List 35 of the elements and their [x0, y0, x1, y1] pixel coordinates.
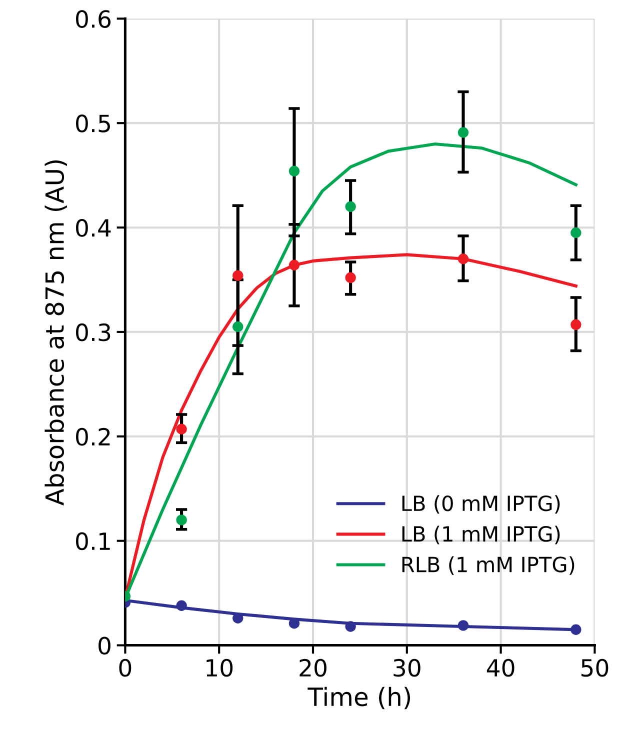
point — [288, 166, 300, 176]
y-tick-label: 0.1 — [76, 532, 110, 550]
x-tick-label: 40 — [486, 658, 514, 677]
x-tick-label: 50 — [582, 658, 608, 677]
point — [232, 270, 244, 281]
point — [458, 620, 469, 631]
x-tick-label: 20 — [300, 658, 326, 677]
point — [176, 424, 187, 434]
point — [232, 321, 244, 332]
legend-label: RLB (1 mM IPTG) — [402, 556, 574, 575]
x-tick-label: 30 — [394, 658, 420, 677]
point — [288, 260, 300, 270]
point — [570, 624, 582, 635]
point — [570, 227, 582, 238]
point — [176, 600, 187, 611]
point — [458, 254, 469, 264]
x-tick-label: 0 — [119, 658, 132, 677]
legend-label: LB (1 mM IPTG) — [402, 526, 560, 544]
point — [232, 612, 244, 624]
point — [176, 514, 187, 526]
point — [570, 319, 582, 330]
y-tick-label: 0.5 — [76, 114, 110, 132]
point — [345, 621, 356, 632]
y-axis-title: Absorbance at 875 nm (AU) — [44, 160, 67, 506]
x-tick-label: 10 — [206, 658, 233, 677]
legend-label: LB (0 mM IPTG) — [402, 495, 560, 514]
x-axis-title: Time (h) — [308, 686, 410, 710]
y-tick-label: 0.3 — [76, 323, 110, 342]
y-tick-label: 0.2 — [76, 428, 110, 446]
y-tick-label: 0 — [98, 636, 110, 655]
point — [345, 201, 356, 212]
point — [345, 272, 356, 284]
point — [458, 127, 469, 138]
y-tick-label: 0.6 — [76, 10, 111, 28]
y-tick-label: 0.4 — [76, 218, 111, 237]
